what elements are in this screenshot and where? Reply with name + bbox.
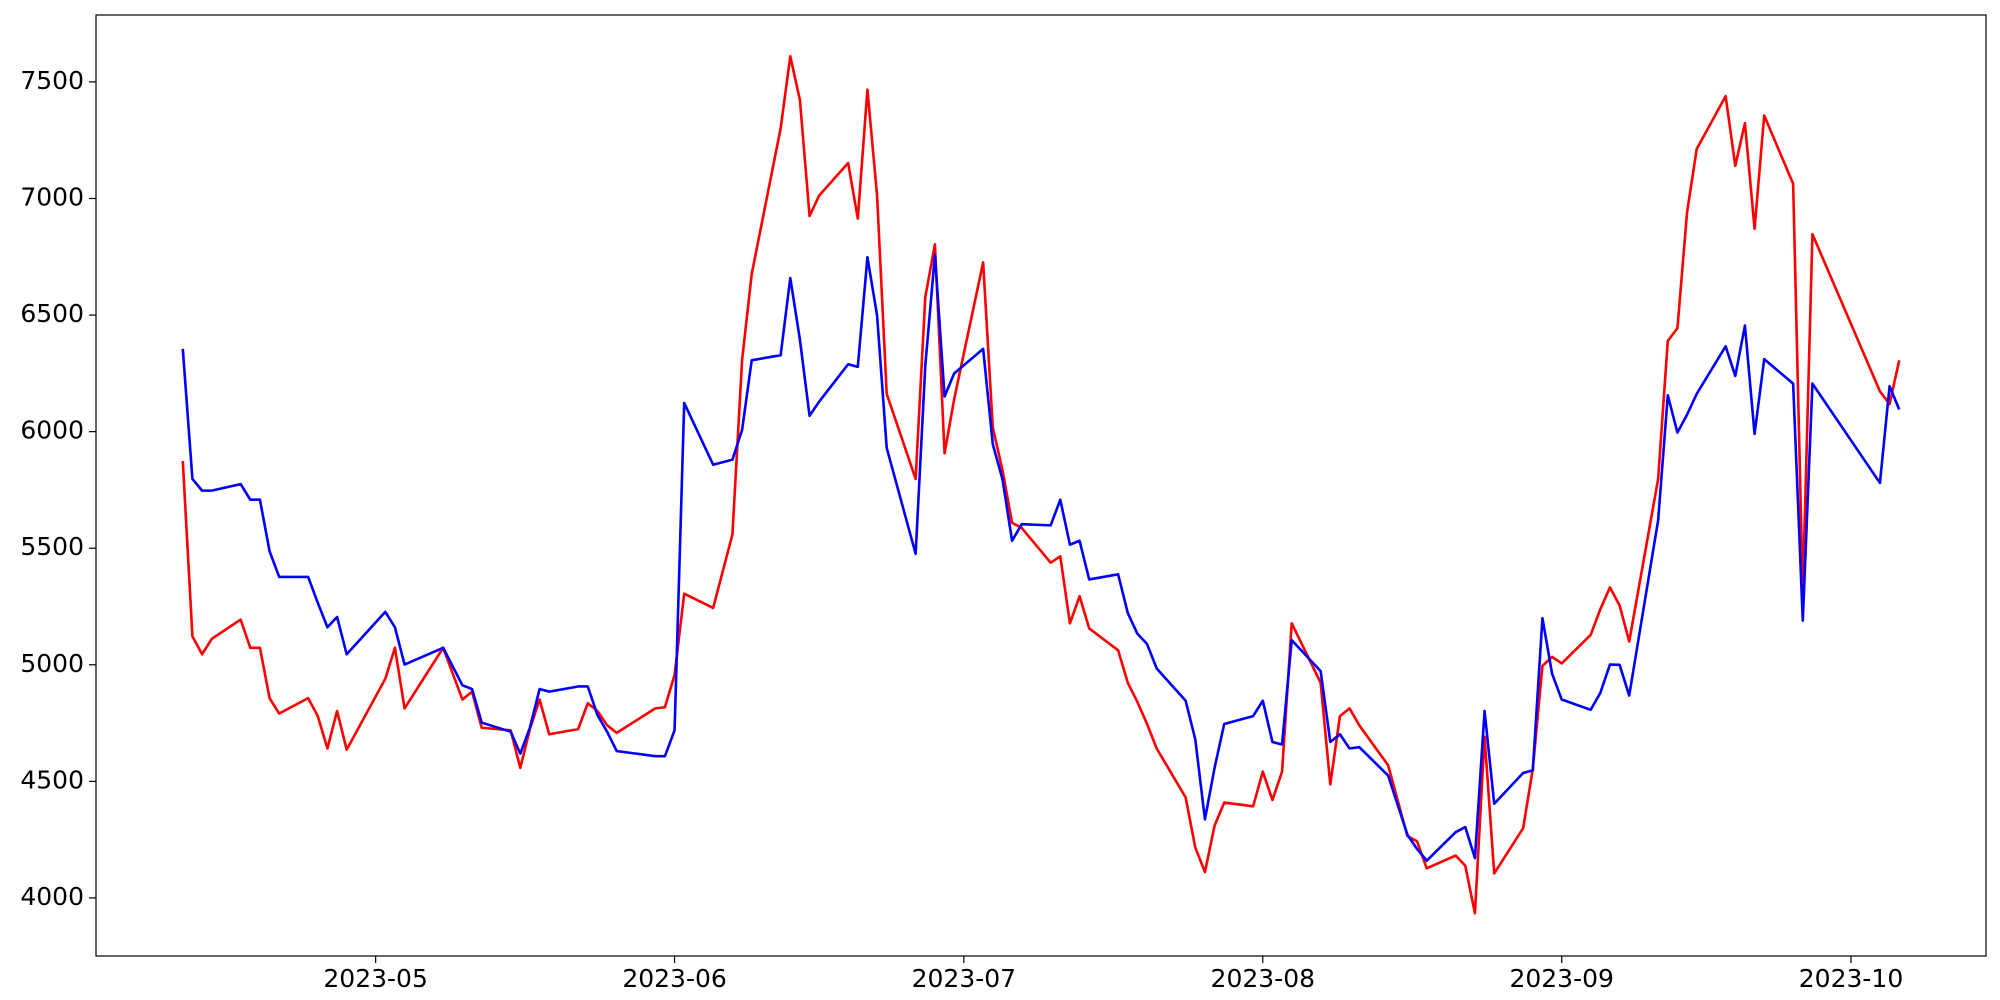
y-tick-label: 6500 bbox=[20, 299, 84, 328]
x-tick-label: 2023-10 bbox=[1799, 964, 1903, 993]
y-tick-label: 5000 bbox=[20, 649, 84, 678]
y-tick-label: 5500 bbox=[20, 532, 84, 561]
x-tick-label: 2023-06 bbox=[622, 964, 726, 993]
y-tick-label: 6000 bbox=[20, 416, 84, 445]
x-tick-label: 2023-05 bbox=[323, 964, 427, 993]
x-tick-label: 2023-07 bbox=[912, 964, 1016, 993]
x-tick-label: 2023-08 bbox=[1211, 964, 1315, 993]
plot-frame bbox=[95, 14, 1987, 957]
y-tick-label: 4000 bbox=[20, 882, 84, 911]
y-tick-label: 7000 bbox=[20, 182, 84, 211]
x-tick-label: 2023-09 bbox=[1509, 964, 1613, 993]
series-line bbox=[181, 54, 1901, 915]
y-tick-label: 4500 bbox=[20, 765, 84, 794]
y-tick-label: 7500 bbox=[20, 66, 84, 95]
series-line bbox=[181, 253, 1901, 862]
